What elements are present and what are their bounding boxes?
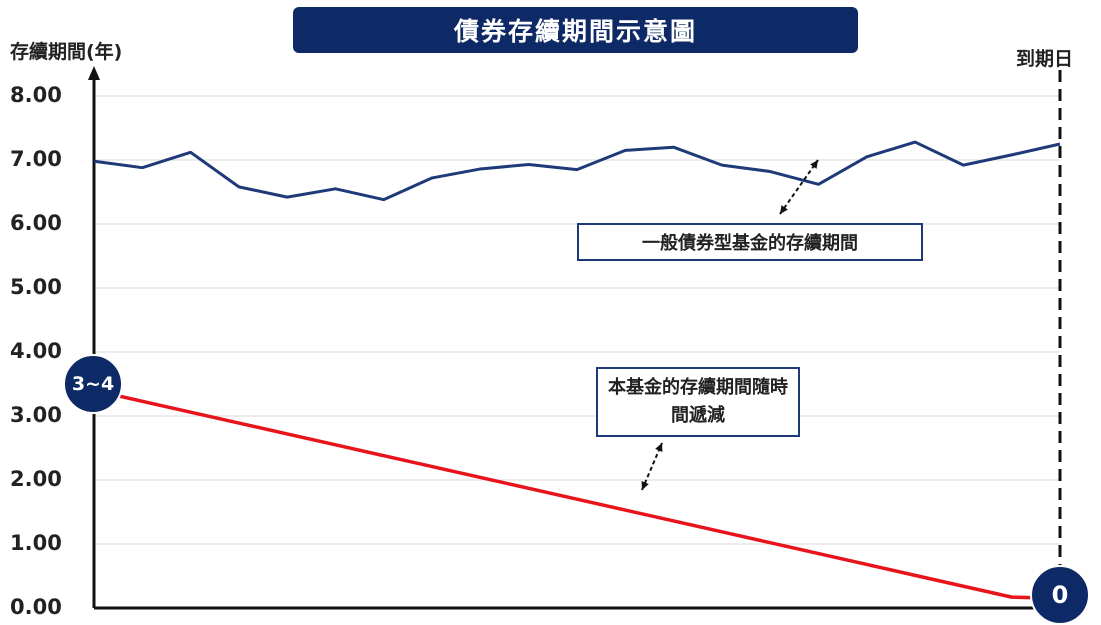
y-tick-7: 7.00 bbox=[10, 147, 80, 171]
end-duration-marker: 0 bbox=[1030, 565, 1090, 625]
general-fund-arrow-head-start bbox=[780, 205, 788, 214]
y-tick-5: 5.00 bbox=[10, 275, 80, 299]
general-fund-arrow-head-end bbox=[810, 160, 818, 169]
general-fund-callout: 一般債券型基金的存續期間 bbox=[577, 223, 923, 261]
y-tick-4: 4.00 bbox=[10, 339, 80, 363]
maturity-label: 到期日 bbox=[1016, 44, 1073, 71]
series-line-this-fund bbox=[94, 390, 1060, 598]
y-tick-6: 6.00 bbox=[10, 211, 80, 235]
y-tick-8: 8.00 bbox=[10, 83, 80, 107]
y-axis-arrow bbox=[88, 66, 100, 80]
general-fund-arrow bbox=[780, 160, 818, 214]
series-line-general-fund bbox=[94, 142, 1060, 200]
y-tick-1: 1.00 bbox=[10, 531, 80, 555]
y-tick-3: 3.00 bbox=[10, 403, 80, 427]
y-tick-2: 2.00 bbox=[10, 467, 80, 491]
y-axis-label: 存續期間(年) bbox=[10, 37, 122, 64]
this-fund-callout: 本基金的存續期間隨時間遞減 bbox=[596, 367, 800, 437]
y-tick-0: 0.00 bbox=[10, 595, 80, 619]
start-duration-marker: 3~4 bbox=[63, 354, 123, 414]
chart-title: 債券存續期間示意圖 bbox=[293, 7, 858, 53]
